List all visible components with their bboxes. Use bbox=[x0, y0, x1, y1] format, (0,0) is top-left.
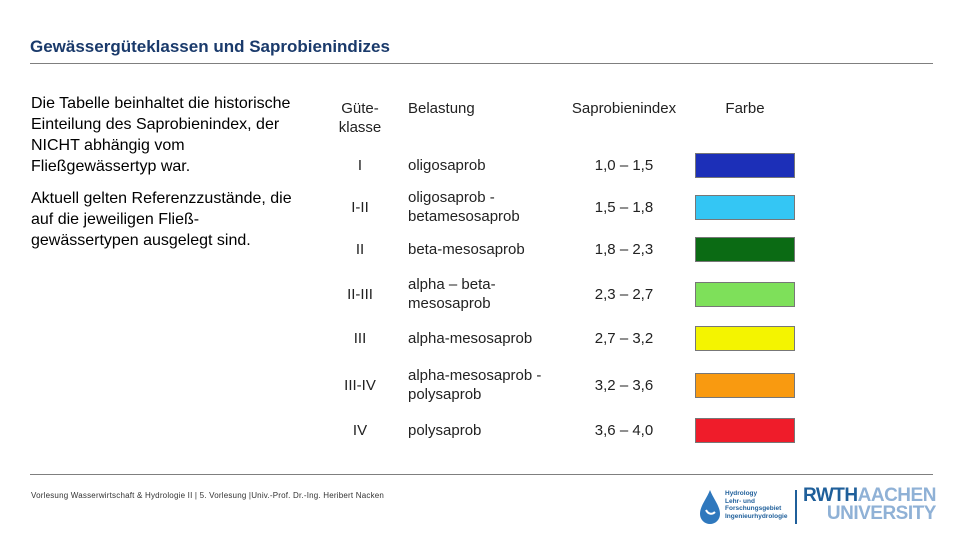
intro-paragraph-1: Die Tabelle beinhaltet die historische E… bbox=[31, 95, 291, 175]
cell-index: 3,2 – 3,6 bbox=[594, 376, 654, 394]
cell-belastung: beta-mesosaprob bbox=[408, 241, 525, 258]
cell-index: 2,3 – 2,7 bbox=[594, 285, 654, 303]
color-swatch bbox=[695, 194, 795, 220]
table-row: III alpha-mesosaprob 2,7 – 3,2 bbox=[318, 319, 804, 358]
top-divider bbox=[30, 63, 933, 64]
header-belastung: Belastung bbox=[408, 100, 475, 117]
cell-klasse: III bbox=[353, 330, 367, 347]
cell-klasse: I-II bbox=[351, 198, 369, 216]
cell-belastung: alpha – beta-mesosaprob bbox=[408, 276, 496, 312]
logo-divider bbox=[795, 490, 797, 524]
table-row: IV polysaprob 3,6 – 4,0 bbox=[318, 412, 804, 448]
cell-belastung: alpha-mesosaprob bbox=[408, 330, 533, 347]
table-row: I oligosaprob 1,0 – 1,5 bbox=[318, 147, 804, 184]
cell-klasse: III-IV bbox=[344, 376, 376, 394]
slide-title: Gewässergüteklassen und Saprobienindizes bbox=[30, 37, 390, 56]
ihw-line: Forschungsgebiet bbox=[725, 505, 782, 512]
color-swatch bbox=[695, 237, 795, 262]
table-header-row: Güte- klasse Belastung Saprobienindex Fa… bbox=[318, 95, 804, 147]
ihw-logo-text: Hydrology Lehr- und Forschungsgebiet Ing… bbox=[725, 490, 787, 520]
cell-index: 1,8 – 2,3 bbox=[594, 241, 654, 258]
color-swatch bbox=[695, 417, 795, 443]
rwth-university: UNIVERSITY bbox=[826, 503, 937, 524]
header-klasse: Güte- klasse bbox=[338, 100, 382, 136]
header-farbe: Farbe bbox=[725, 100, 765, 117]
cell-belastung: oligosaprob bbox=[408, 157, 486, 174]
cell-klasse: II-III bbox=[347, 285, 373, 303]
cell-index: 3,6 – 4,0 bbox=[594, 421, 654, 439]
rwth-wordmark: RWTH bbox=[803, 485, 858, 506]
cell-klasse: II bbox=[355, 241, 365, 258]
table-row: III-IV alpha-mesosaprob - polysaprob 3,2… bbox=[318, 358, 804, 412]
bottom-divider bbox=[30, 474, 933, 475]
ihw-line: Ingenieurhydrologie bbox=[725, 512, 788, 520]
intro-text: Die Tabelle beinhaltet die historische E… bbox=[31, 93, 306, 262]
cell-klasse: I bbox=[357, 157, 363, 174]
cell-belastung: polysaprob bbox=[408, 421, 482, 439]
color-swatch bbox=[695, 153, 795, 178]
header-index: Saprobienindex bbox=[571, 100, 677, 117]
ihw-line: Hydrology bbox=[725, 490, 758, 497]
cell-belastung: alpha-mesosaprob - polysaprob bbox=[408, 367, 542, 403]
water-drop-logo-icon bbox=[700, 490, 720, 524]
footer-text: Vorlesung Wasserwirtschaft & Hydrologie … bbox=[31, 491, 385, 500]
cell-belastung: oligosaprob - betamesosaprob bbox=[408, 189, 520, 225]
table-row: I-II oligosaprob - betamesosaprob 1,5 – … bbox=[318, 184, 804, 230]
quality-class-table: Güte- klasse Belastung Saprobienindex Fa… bbox=[318, 95, 804, 448]
color-swatch bbox=[695, 326, 795, 351]
ihw-line: Lehr- und bbox=[725, 497, 755, 505]
rwth-logo: RWTHAACHEN UNIVERSITY bbox=[803, 485, 937, 524]
cell-index: 1,5 – 1,8 bbox=[594, 198, 654, 216]
cell-klasse: IV bbox=[352, 421, 368, 439]
color-swatch bbox=[695, 372, 795, 398]
table-row: II-III alpha – beta-mesosaprob 2,3 – 2,7 bbox=[318, 269, 804, 319]
cell-index: 2,7 – 3,2 bbox=[594, 330, 654, 347]
cell-index: 1,0 – 1,5 bbox=[594, 157, 654, 174]
intro-paragraph-2: Aktuell gelten Referenzzustände, die auf… bbox=[31, 190, 292, 249]
rwth-aachen: AACHEN bbox=[857, 485, 937, 506]
table-row: II beta-mesosaprob 1,8 – 2,3 bbox=[318, 230, 804, 269]
color-swatch bbox=[695, 281, 795, 307]
